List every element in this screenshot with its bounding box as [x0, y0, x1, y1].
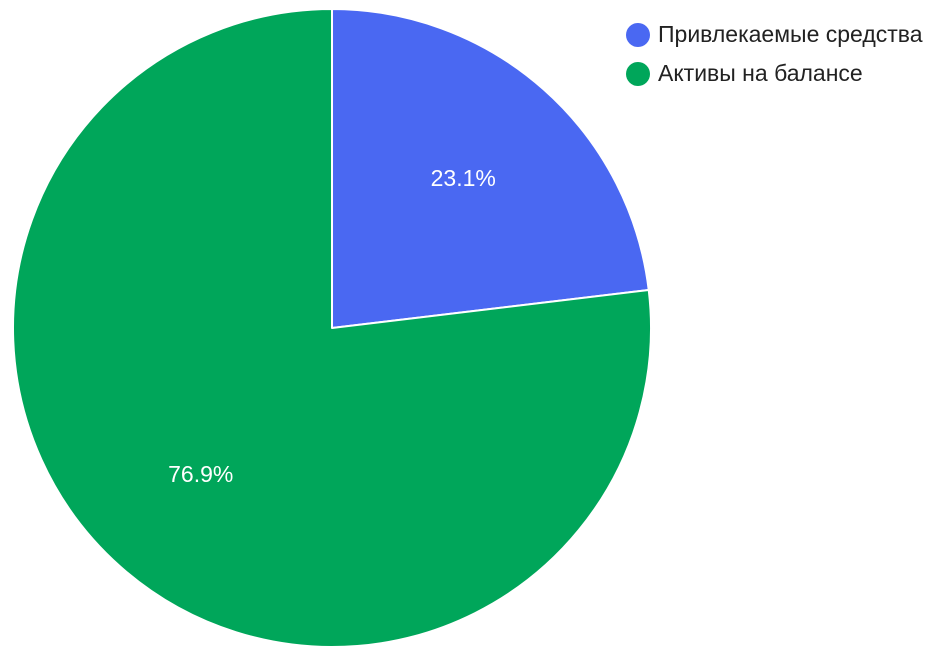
legend: Привлекаемые средства Активы на балансе: [622, 18, 927, 96]
legend-swatch-attracted-funds: [626, 23, 650, 47]
legend-item-attracted-funds[interactable]: Привлекаемые средства: [622, 18, 927, 51]
slice-label-balance-assets: 76.9%: [168, 461, 233, 487]
slices-layer: [12, 8, 652, 647]
legend-swatch-balance-assets: [626, 62, 650, 86]
legend-item-balance-assets[interactable]: Активы на балансе: [622, 57, 927, 90]
slice-attracted-funds[interactable]: [331, 8, 650, 329]
slice-label-attracted-funds: 23.1%: [431, 165, 496, 191]
legend-label-attracted-funds: Привлекаемые средства: [658, 21, 923, 47]
slice-balance-assets[interactable]: [12, 8, 652, 647]
labels-layer: 23.1% 76.9%: [168, 165, 496, 487]
legend-label-balance-assets: Активы на балансе: [658, 60, 863, 86]
